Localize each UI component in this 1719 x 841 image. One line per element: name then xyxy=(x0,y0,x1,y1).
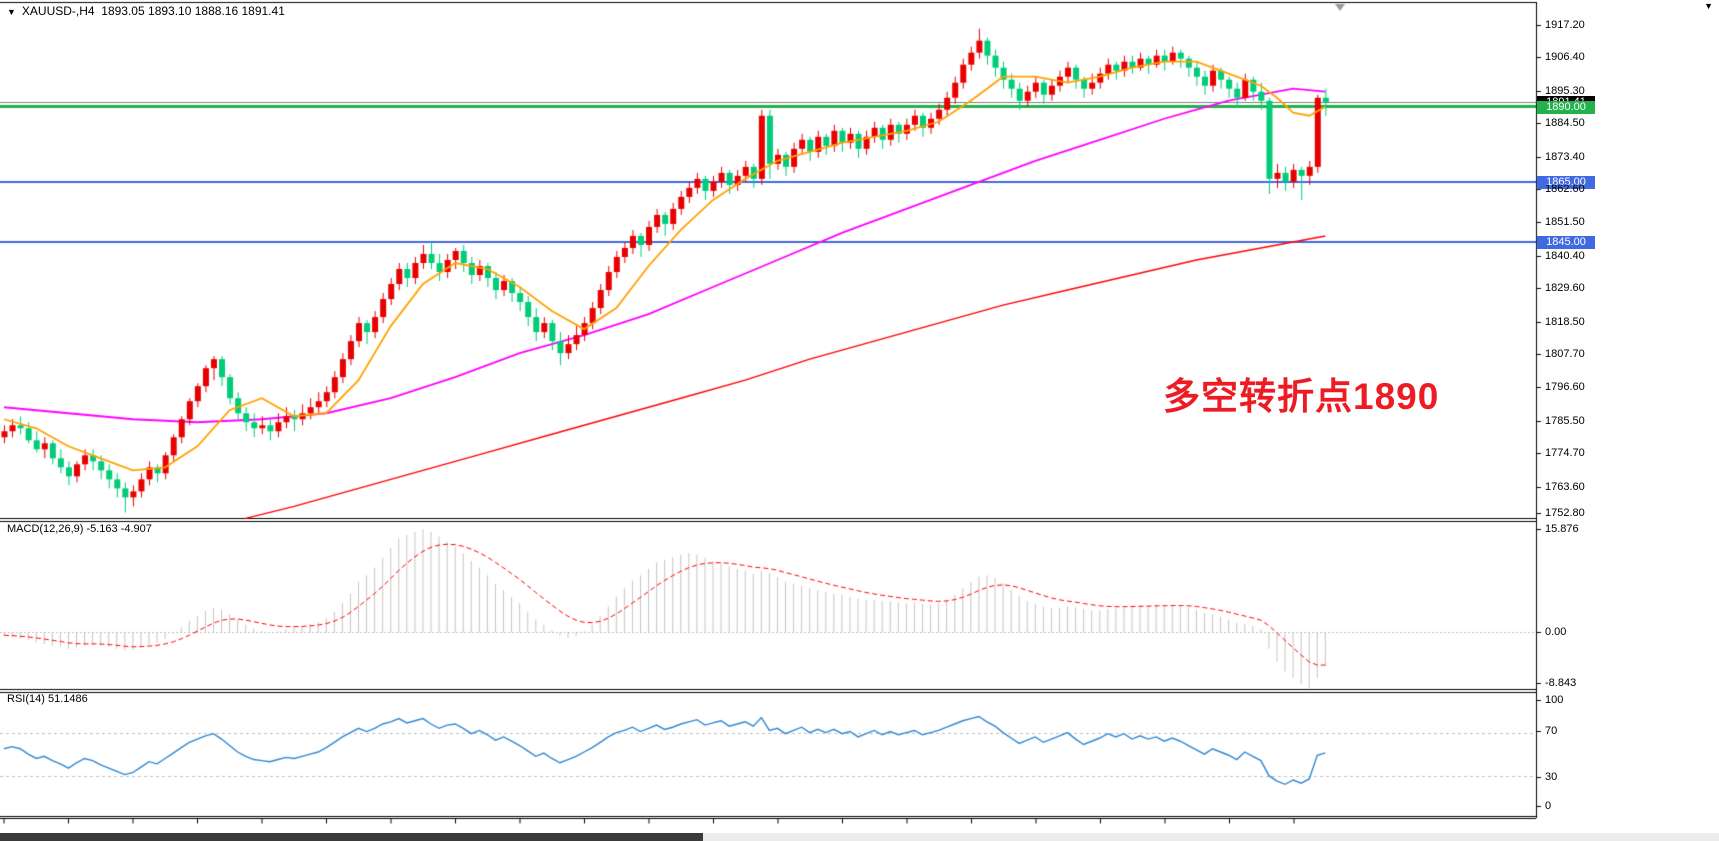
price-tick-label: 1840.40 xyxy=(1545,250,1585,262)
rsi-indicator-label: RSI(14) 51.1486 xyxy=(7,693,88,705)
price-tick-label: 1851.50 xyxy=(1545,216,1585,228)
quote-low: 1888.16 xyxy=(194,4,239,18)
time-axis[interactable]: 28 Apr 202129 Apr 08:0030 Apr 16:004 May… xyxy=(0,818,1536,833)
horizontal-scrollbar[interactable] xyxy=(0,833,1719,841)
price-tick-label: 1906.40 xyxy=(1545,51,1585,63)
price-tick-label: 1917.20 xyxy=(1545,19,1585,31)
level-badge-1890: 1890.00 xyxy=(1537,101,1595,114)
price-tick-label: 1807.70 xyxy=(1545,348,1585,360)
macd-tick-label: 15.876 xyxy=(1545,523,1579,535)
quote-high: 1893.10 xyxy=(148,4,192,18)
price-tick-label: 1818.50 xyxy=(1545,316,1585,328)
scrollbar-thumb[interactable] xyxy=(0,833,703,841)
quote-bar: ▼ XAUUSD-,H4 1893.05 1893.10 1888.16 1891… xyxy=(7,4,285,18)
price-tick-label: 1884.50 xyxy=(1545,117,1585,129)
macd-tick-label: 0.00 xyxy=(1545,626,1567,638)
chart-text-annotation: 多空转折点1890 xyxy=(1163,376,1440,417)
macd-indicator-label: MACD(12,26,9) -5.163 -4.907 xyxy=(7,523,152,535)
price-tick-label: 1752.80 xyxy=(1545,507,1585,519)
price-tick-label: 1862.60 xyxy=(1545,183,1585,195)
price-scale[interactable]: 1917.20 1906.40 1895.30 1884.50 1873.40 1862.… xyxy=(1537,0,1719,832)
level-badge-1845: 1845.00 xyxy=(1537,236,1595,249)
rsi-tick-label: 70 xyxy=(1545,725,1558,737)
quote-open: 1893.05 xyxy=(101,4,145,18)
scale-corner-arrow-icon[interactable]: ▼ xyxy=(1704,1,1713,11)
rsi-tick-label: 0 xyxy=(1545,800,1552,812)
price-tick-label: 1763.60 xyxy=(1545,481,1585,493)
quote-close: 1891.41 xyxy=(241,4,285,18)
symbol-dropdown-icon[interactable]: ▼ xyxy=(7,7,16,17)
price-tick-label: 1895.30 xyxy=(1545,85,1585,97)
symbol-timeframe-label: XAUUSD-,H4 xyxy=(21,4,95,18)
price-tick-label: 1774.70 xyxy=(1545,447,1585,459)
macd-tick-label: -8.843 xyxy=(1545,677,1577,689)
rsi-tick-label: 100 xyxy=(1545,694,1564,706)
price-tick-label: 1796.60 xyxy=(1545,381,1585,393)
price-tick-label: 1873.40 xyxy=(1545,151,1585,163)
price-tick-label: 1829.60 xyxy=(1545,282,1585,294)
price-tick-label: 1785.50 xyxy=(1545,415,1585,427)
rsi-tick-label: 30 xyxy=(1545,771,1558,783)
level-badge-1865: 1865.00 xyxy=(1537,176,1595,189)
